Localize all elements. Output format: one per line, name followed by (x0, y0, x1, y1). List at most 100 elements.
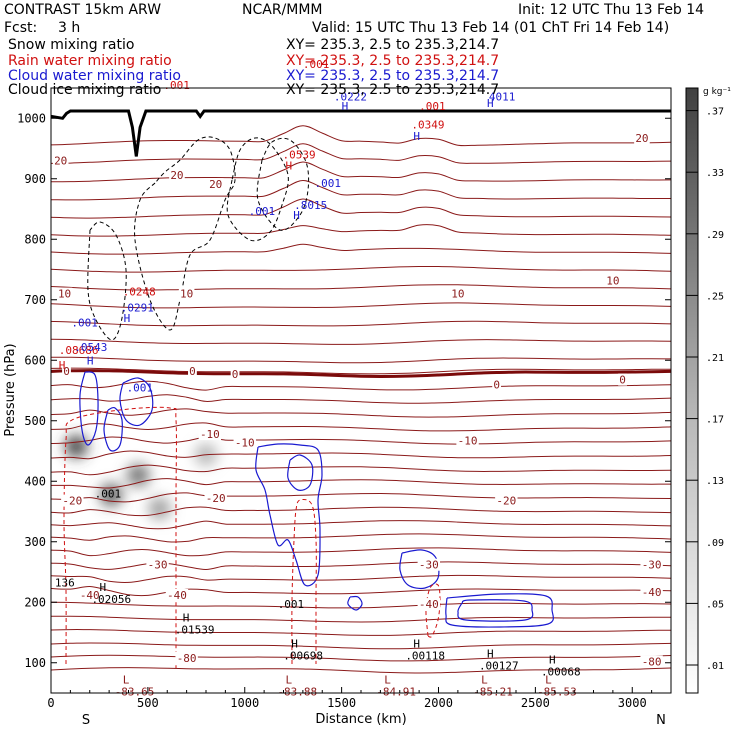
temp-label-3: -40 (642, 586, 662, 599)
extremum-marker-9: H (183, 611, 190, 624)
temp-label-8: -30 (642, 559, 662, 572)
colorbar-label-0: .01 (706, 661, 724, 672)
temp-label-7: -30 (419, 559, 439, 572)
temp-label-10: -20 (206, 492, 226, 505)
temperature-isoline-20 (51, 394, 671, 404)
temperature-isoline-0 (51, 667, 671, 674)
x-tick-label-0: 0 (47, 696, 54, 710)
y-tick-label-9: 1000 (17, 111, 46, 125)
temp-label-2: -40 (419, 598, 439, 611)
cloud-water-contour-7 (457, 599, 534, 622)
temp-label-bg-27 (634, 132, 650, 145)
temperature-isoline-28 (51, 284, 671, 291)
cloud-water-contour-1 (119, 377, 154, 427)
temp-label-23: 10 (606, 274, 619, 287)
data-label-0: 136 (55, 576, 75, 589)
x-tick-label-6: 3000 (618, 696, 647, 710)
temperature-isoline-33 (51, 179, 671, 201)
temp-label-bg-10 (204, 492, 227, 505)
colorbar-label-3: .13 (706, 476, 724, 487)
temperature-isoline-25 (51, 338, 671, 345)
temperature-isoline-15 (51, 464, 671, 476)
cloud-water-contour-4 (287, 454, 314, 491)
extremum-marker-2: L (384, 674, 391, 687)
temp-label-bg-26 (207, 178, 224, 191)
extremum-marker-4: L (545, 674, 552, 687)
legend-cloud-label: Cloud water mixing ratio (8, 68, 181, 84)
x-axis-left-end: S (82, 713, 90, 728)
colorbar-fill (685, 87, 699, 694)
temp-label-bg-7 (417, 558, 441, 571)
temperature-isoline-17 (51, 436, 671, 445)
data-label-22: .001 (419, 100, 446, 113)
extremum-value-8: .00068 (541, 666, 581, 679)
temp-label-20: 10 (58, 288, 71, 301)
temp-label-1: -80 (642, 656, 662, 669)
extrema-labels: L-83.65L-83.88L-84.91L-85.21L-85.53H.006… (91, 581, 580, 699)
extremum-value-4: -85.53 (537, 686, 577, 699)
temp-label-5: -40 (80, 589, 100, 602)
cloud-water-contour-6 (445, 593, 554, 628)
colorbar: .01 .05 .09 .13 .17 .21 .25 .29 .33 .37 g kg⁻¹ (685, 87, 731, 694)
extremum-value-3: -85.21 (473, 686, 513, 699)
temp-label-bg-9 (61, 494, 84, 507)
temperature-isoline-2 (51, 642, 671, 650)
temp-label-19: 0 (619, 374, 626, 387)
temp-label-26: 20 (209, 178, 222, 191)
temp-label-bg-4 (165, 588, 189, 601)
temperature-isoline-30 (51, 243, 671, 255)
temperature-isoline-19 (51, 408, 671, 418)
temp-label-9: -20 (62, 495, 82, 508)
legend-snow-xy: XY= 235.3, 2.5 to 235.3,214.7 (286, 37, 500, 53)
data-label-6: .0543 (74, 341, 107, 354)
snow-band-0 (65, 435, 88, 458)
init-time: Init: 12 UTC Thu 13 Feb 14 (518, 2, 705, 18)
y-axis-label: Pressure (hPa) (3, 343, 18, 436)
extremum-value-1: -83.88 (277, 686, 317, 699)
x-tick-label-2: 1000 (230, 696, 259, 710)
colorbar-label-2: .09 (706, 538, 724, 549)
temp-label-18: 0 (493, 378, 500, 391)
temp-label-bg-15 (62, 365, 71, 378)
data-label-5: H (87, 354, 94, 367)
temp-label-bg-22 (450, 287, 466, 300)
cloud-water-contour-8 (347, 595, 363, 611)
temperature-isoline-22 (51, 369, 671, 379)
temp-label-bg-5 (78, 588, 101, 601)
temp-label-bg-8 (640, 558, 663, 571)
cloud-ice-contours (87, 136, 310, 341)
extremum-marker-8: H (549, 654, 556, 667)
rain-water-contour-0 (63, 406, 177, 668)
temperature-isoline-26 (51, 320, 671, 327)
legend-rain-xy: XY= 235.3, 2.5 to 235.3,214.7 (286, 53, 500, 69)
data-label-2: .001 (95, 487, 122, 500)
cloud-water-contour-3 (255, 443, 323, 587)
x-tick-label-4: 2000 (424, 696, 453, 710)
cloud-water-contour-0 (79, 371, 99, 446)
colorbar-unit: g kg⁻¹ (703, 87, 731, 97)
temp-label-bg-0 (175, 651, 198, 664)
temperature-isoline-9 (51, 547, 671, 557)
y-tick-label-1: 200 (24, 595, 46, 609)
extremum-marker-5: H (291, 637, 298, 650)
data-label-13: H (293, 209, 300, 222)
temperature-isoline-11 (51, 520, 671, 530)
data-label-15: .001 (315, 177, 342, 190)
y-tick-label-6: 700 (24, 293, 46, 307)
temp-label-bg-21 (178, 287, 195, 300)
temp-label-bg-16 (188, 365, 197, 378)
x-tick-label-5: 2500 (521, 696, 550, 710)
temperature-isoline-32 (51, 198, 671, 219)
extremum-value-6: .00118 (405, 649, 445, 662)
temperature-isoline-14 (51, 478, 671, 489)
valid-time: Valid: 15 UTC Thu 13 Feb 14 (01 ChT Fri … (312, 20, 670, 36)
fcst-label: Fcst: (4, 20, 38, 36)
x-axis-right-end: N (656, 713, 666, 728)
temp-label-0: -80 (177, 652, 197, 665)
data-label-24: 4011 (489, 90, 516, 103)
data-label-12: .001 (249, 205, 276, 218)
temperature-isoline-23 (51, 367, 671, 375)
snow-band-2 (127, 464, 150, 487)
temp-label-16: 0 (189, 365, 196, 378)
